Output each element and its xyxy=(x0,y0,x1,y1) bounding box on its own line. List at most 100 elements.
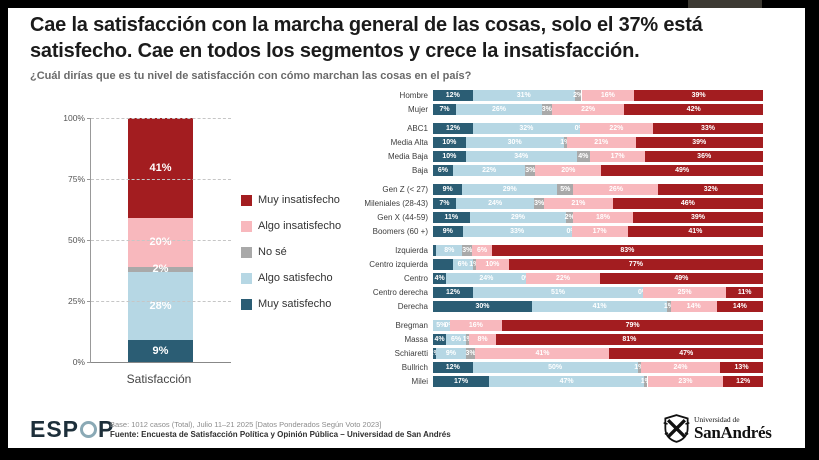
bar-segment-value-label: 21% xyxy=(594,139,609,146)
bar-segment-value-label: 24% xyxy=(673,364,688,371)
segment-row-label: Baja xyxy=(411,166,428,175)
bar-segment xyxy=(645,151,763,162)
legend-item: Algo satisfecho xyxy=(241,272,341,284)
bar-segment xyxy=(574,90,582,101)
bar-segment-value-label: 1% xyxy=(462,336,473,343)
bar-segment-value-label: 12% xyxy=(445,92,460,99)
bar-segment xyxy=(433,259,453,270)
bar-segment xyxy=(433,151,466,162)
bar-segment xyxy=(433,184,463,195)
bar-segment xyxy=(433,301,532,312)
segment-row-bar: 8% 3% 6% 83% xyxy=(433,245,763,256)
footer-base-note: Base: 1012 casos (Total), Julio 11–21 20… xyxy=(110,420,382,429)
bar-segment-value-label: 12% xyxy=(445,125,461,132)
bar-segment-value-label: 10% xyxy=(485,261,500,268)
legend-item: Muy insatisfecho xyxy=(241,194,341,206)
bar-segment-value-label: 3% xyxy=(525,167,536,174)
bar-segment xyxy=(589,151,646,162)
bar-segment xyxy=(541,104,552,115)
espop-logo-suffix: P xyxy=(98,416,115,442)
bar-segment-value-label: 47% xyxy=(559,378,574,385)
bar-segment-value-label: 23% xyxy=(678,378,693,385)
bar-segment xyxy=(637,362,641,373)
bar-segment xyxy=(433,226,463,237)
total-bar-value-label: 9% xyxy=(152,345,169,358)
segment-row-bar: 9% 29% 5% 26% 32% xyxy=(433,184,763,195)
segment-row-label: Gen X (44-59) xyxy=(377,213,428,222)
x-axis-category-label: Satisfacción xyxy=(126,372,192,386)
segment-row-label: ABC1 xyxy=(407,124,428,133)
bar-segment xyxy=(726,287,763,298)
bar-segment xyxy=(433,273,447,284)
bar-segment xyxy=(436,245,463,256)
bar-segment xyxy=(456,104,542,115)
total-bar-segment xyxy=(128,271,193,341)
bar-segment xyxy=(532,301,668,312)
segment-group: Bregman5%0%16%79%Massa4%6%1%8%81%Schiare… xyxy=(350,320,763,387)
bar-segment xyxy=(599,273,763,284)
y-axis-tick xyxy=(87,179,91,180)
segment-row: Izquierda 8% 3% 6% 83% xyxy=(350,245,763,256)
bar-segment-value-label: 12% xyxy=(736,378,751,385)
bar-segment xyxy=(573,212,633,223)
bar-segment-value-label: 22% xyxy=(609,125,624,132)
total-satisfaction-chart: 41% 20% 2% 28% 9% 100% 75% 50% 25% 0% Satisfacci… xyxy=(53,108,353,408)
bar-segment xyxy=(653,123,763,134)
segment-row-label: Izquierda xyxy=(395,246,428,255)
bar-segment-value-label: 26% xyxy=(491,106,507,113)
bar-segment xyxy=(601,165,763,176)
survey-question-subtitle: ¿Cuál dirías que es tu nivel de satisfac… xyxy=(30,70,472,82)
bar-segment-value-label: 3% xyxy=(534,200,545,207)
bar-segment-value-label: 17% xyxy=(592,228,607,235)
bar-segment xyxy=(472,362,638,373)
bar-segment xyxy=(643,287,727,298)
bar-segment xyxy=(612,198,763,209)
bar-segment xyxy=(446,334,466,345)
bar-segment xyxy=(627,226,763,237)
segment-row-bar: 5%0%16%79% xyxy=(433,320,763,331)
university-name-line1: Universidad de xyxy=(694,414,740,424)
bar-segment xyxy=(465,348,476,359)
bar-segment-value-label: 46% xyxy=(680,200,695,207)
bar-segment-value-label: 3% xyxy=(465,350,476,357)
bar-segment xyxy=(635,137,763,148)
bar-segment-value-label: 81% xyxy=(622,336,637,343)
bar-segment-value-label: 33% xyxy=(700,125,716,132)
gridline xyxy=(91,301,231,302)
bar-segment xyxy=(462,184,558,195)
bar-segment xyxy=(557,184,574,195)
segment-row: Baja 6% 22% 3% 20% 49% xyxy=(350,165,763,176)
segment-row-bar: 7% 26% 3% 22% 42% xyxy=(433,104,763,115)
segment-row-label: Centro izquierda xyxy=(369,260,428,269)
total-bar-segment xyxy=(128,118,193,219)
y-axis-tick-label: 25% xyxy=(67,296,85,306)
bar-segment xyxy=(640,362,721,373)
legend-swatch xyxy=(241,194,252,206)
segment-row-bar: 12%51%0%25%11% xyxy=(433,287,763,298)
university-crest-icon xyxy=(663,414,690,443)
bar-segment-value-label: 10% xyxy=(442,153,457,160)
legend-label: Muy satisfecho xyxy=(258,298,332,310)
bar-segment xyxy=(449,320,503,331)
bar-segment-value-label: 22% xyxy=(555,275,571,282)
bar-segment xyxy=(462,245,473,256)
segment-group: Izquierda 8% 3% 6% 83% Centro izquierda 6% 1% 10… xyxy=(350,245,763,312)
bar-segment-value-label: 22% xyxy=(482,167,497,174)
page-title: Cae la satisfacción con la marcha genera… xyxy=(30,14,703,62)
segment-row-bar: 1% 9% 3% 41% 47% xyxy=(430,348,763,359)
bar-segment xyxy=(433,212,470,223)
bar-segment-value-label: 51% xyxy=(550,289,566,296)
total-bar-segment xyxy=(128,218,193,267)
legend-swatch xyxy=(241,246,252,258)
bar-segment xyxy=(551,104,625,115)
bar-segment-value-label: 34% xyxy=(514,153,529,160)
bar-segment-value-label: 17% xyxy=(610,153,625,160)
segment-row-label: Milei xyxy=(411,377,428,386)
bar-segment xyxy=(465,151,577,162)
bar-segment xyxy=(465,137,564,148)
bar-segment xyxy=(433,165,453,176)
segment-row-bar: 4%24%0%22%49% xyxy=(433,273,763,284)
bar-segment xyxy=(573,184,659,195)
bar-segment xyxy=(473,287,643,298)
bar-segment xyxy=(633,212,763,223)
